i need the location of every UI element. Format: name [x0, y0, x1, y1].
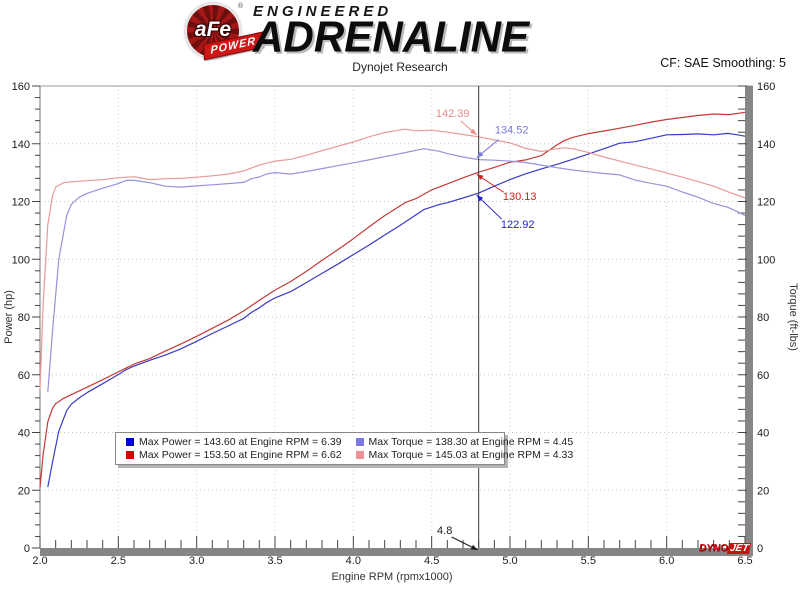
svg-text:4.0: 4.0 [346, 555, 361, 567]
legend-swatch-torque-tuned [355, 451, 364, 459]
svg-text:20: 20 [18, 485, 30, 497]
svg-text:Power (hp): Power (hp) [3, 290, 15, 344]
legend-column-torque: Max Torque = 138.30 at Engine RPM = 4.45… [355, 436, 574, 461]
legend-item-torque-stock: Max Torque = 138.30 at Engine RPM = 4.45 [355, 436, 574, 448]
svg-text:Engine RPM (rpmx1000): Engine RPM (rpmx1000) [331, 571, 452, 583]
legend-swatch-torque-stock [355, 438, 364, 446]
correction-factor-label: CF: SAE Smoothing: 5 [660, 56, 786, 70]
legend-box: Max Power = 143.60 at Engine RPM = 6.39 … [115, 432, 573, 465]
svg-text:40: 40 [757, 428, 769, 440]
svg-text:120: 120 [757, 197, 775, 209]
svg-text:122.92: 122.92 [501, 219, 535, 231]
svg-text:160: 160 [12, 81, 30, 93]
svg-text:4.8: 4.8 [437, 525, 452, 537]
brand-text: ENGINEERED ADRENALINE [253, 2, 529, 59]
legend-swatch-power-tuned [126, 451, 134, 459]
svg-text:134.52: 134.52 [495, 125, 529, 137]
legend-column-power: Max Power = 143.60 at Engine RPM = 6.39 … [126, 436, 342, 461]
svg-text:5.0: 5.0 [502, 555, 517, 567]
afe-logo-text: aFe [194, 18, 232, 41]
svg-text:60: 60 [18, 370, 30, 382]
svg-text:100: 100 [757, 254, 775, 266]
svg-text:0: 0 [757, 543, 763, 555]
dynojet-watermark: DYNOJET [699, 543, 752, 554]
legend-item-power-stock: Max Power = 143.60 at Engine RPM = 6.39 [126, 436, 342, 448]
dynojet-logo-jet: JET [726, 543, 752, 554]
svg-text:120: 120 [12, 197, 30, 209]
svg-text:2.0: 2.0 [32, 555, 47, 567]
svg-text:6.5: 6.5 [737, 555, 752, 567]
brand-header: aFe ® POWER ENGINEERED ADRENALINE [183, 2, 529, 61]
svg-text:80: 80 [757, 312, 769, 324]
legend-label-power-stock: Max Power = 143.60 at Engine RPM = 6.39 [139, 436, 342, 448]
svg-text:40: 40 [18, 428, 30, 440]
svg-text:Torque (ft-lbs): Torque (ft-lbs) [787, 283, 799, 351]
legend-label-power-tuned: Max Power = 153.50 at Engine RPM = 6.62 [139, 449, 342, 461]
svg-text:2.5: 2.5 [111, 555, 126, 567]
chart-subtitle: Dynojet Research [352, 60, 448, 74]
svg-text:3.5: 3.5 [267, 555, 282, 567]
svg-text:6.0: 6.0 [659, 555, 674, 567]
svg-text:140: 140 [757, 139, 775, 151]
svg-text:60: 60 [757, 370, 769, 382]
svg-text:3.0: 3.0 [189, 555, 204, 567]
legend-item-torque-tuned: Max Torque = 145.03 at Engine RPM = 4.33 [355, 449, 574, 461]
svg-text:100: 100 [12, 254, 30, 266]
legend-swatch-power-stock [126, 438, 134, 446]
dynojet-logo-dyno: DYNO [699, 543, 728, 554]
dyno-plot[interactable]: 0 0 20 20 40 40 60 60 80 80 100 100 120 120 140 140 160 1… [0, 78, 800, 600]
legend-item-power-tuned: Max Power = 153.50 at Engine RPM = 6.62 [126, 449, 342, 461]
svg-text:130.13: 130.13 [503, 191, 537, 203]
svg-text:80: 80 [18, 312, 30, 324]
brand-line-adrenaline: ADRENALINE [253, 13, 530, 62]
brand-line-engineered: ENGINEERED [253, 3, 393, 20]
svg-text:5.5: 5.5 [581, 555, 596, 567]
svg-text:0: 0 [24, 543, 30, 555]
svg-text:4.5: 4.5 [424, 555, 439, 567]
legend-label-torque-stock: Max Torque = 138.30 at Engine RPM = 4.45 [368, 436, 574, 448]
registered-mark: ® [237, 3, 243, 10]
legend-label-torque-tuned: Max Torque = 145.03 at Engine RPM = 4.33 [368, 449, 574, 461]
svg-text:140: 140 [12, 139, 30, 151]
svg-text:160: 160 [757, 81, 775, 93]
svg-text:142.39: 142.39 [436, 108, 470, 120]
svg-text:20: 20 [757, 485, 769, 497]
afe-power-logo: aFe ® POWER [183, 2, 264, 61]
